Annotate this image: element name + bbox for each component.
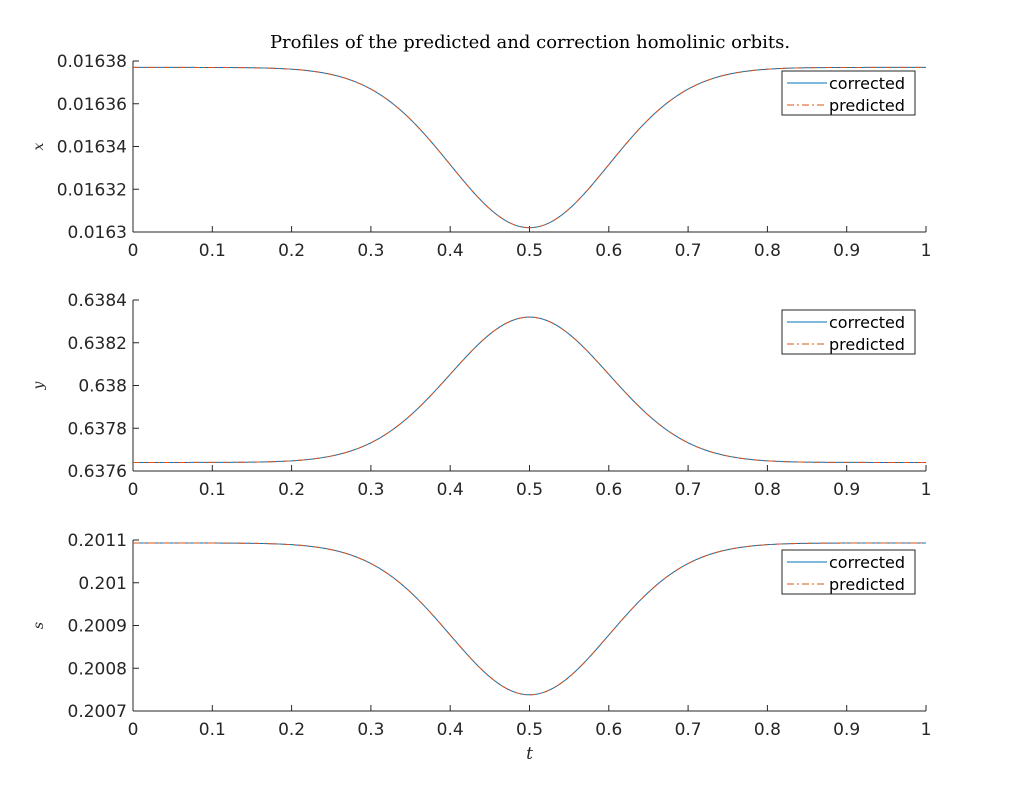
x-tick-label: 0	[128, 480, 139, 500]
x-tick-label: 0.4	[437, 241, 464, 261]
x-tick-label: 0.2	[278, 480, 305, 500]
legend: corrected predicted	[781, 309, 916, 355]
y-tick-label: 0.2007	[68, 702, 127, 722]
x-tick-label: 0.3	[357, 480, 384, 500]
x-tick-label: 1	[921, 720, 932, 740]
x-axis-label: t	[526, 744, 533, 764]
legend-label-predicted: predicted	[829, 335, 905, 354]
x-tick-label: 0.5	[516, 720, 543, 740]
legend-box	[781, 309, 916, 355]
x-tick-label: 0.9	[833, 720, 860, 740]
panel-x: 0 0.1 0.2 0.3 0.4 0.5 0.6 0.7 0.8 0.9 1 0.0163 0.016…	[31, 52, 931, 261]
panel-y: 0 0.1 0.2 0.3 0.4 0.5 0.6 0.7 0.8 0.9 1 0.6376 0.637…	[31, 291, 931, 500]
panel-s: 0 0.1 0.2 0.3 0.4 0.5 0.6 0.7 0.8 0.9 1 0.2007 0.200…	[31, 531, 931, 764]
legend-label-corrected: corrected	[829, 553, 905, 572]
x-tick-label: 0	[128, 241, 139, 261]
x-tick-label: 0.8	[754, 480, 781, 500]
y-tick-label: 0.2008	[68, 659, 127, 679]
y-tick-label: 0.6382	[68, 334, 127, 354]
y-tick-label: 0.201	[78, 574, 127, 594]
y-tick-label: 0.01632	[57, 180, 127, 200]
x-tick-label: 0.7	[675, 480, 702, 500]
x-tick-label: 0.1	[199, 720, 226, 740]
y-tick-label: 0.6384	[68, 291, 127, 311]
x-tick-label: 0.8	[754, 720, 781, 740]
legend-label-corrected: corrected	[829, 313, 905, 332]
x-tick-label: 0.5	[516, 241, 543, 261]
y-tick-label: 0.638	[78, 377, 127, 397]
y-axis-label: x	[31, 142, 47, 150]
x-tick-label: 0	[128, 720, 139, 740]
x-tick-label: 0.3	[357, 720, 384, 740]
x-tick-label: 0.1	[199, 241, 226, 261]
legend: corrected predicted	[781, 70, 916, 116]
legend-label-corrected: corrected	[829, 74, 905, 93]
x-tick-label: 0.1	[199, 480, 226, 500]
x-tick-label: 0.3	[357, 241, 384, 261]
legend-label-predicted: predicted	[829, 96, 905, 115]
y-tick-label: 0.2011	[68, 531, 127, 551]
x-tick-label: 0.6	[595, 241, 622, 261]
x-tick-label: 1	[921, 480, 932, 500]
x-tick-label: 0.6	[595, 480, 622, 500]
legend-box	[781, 70, 916, 116]
x-tick-label: 0.6	[595, 720, 622, 740]
y-axis-label: y	[31, 380, 47, 390]
chart-title: Profiles of the predicted and correction…	[270, 32, 790, 53]
legend: corrected predicted	[781, 549, 916, 595]
x-tick-label: 0.2	[278, 241, 305, 261]
x-tick-label: 0.9	[833, 241, 860, 261]
legend-box	[781, 549, 916, 595]
y-tick-label: 0.6378	[68, 419, 127, 439]
x-tick-label: 0.5	[516, 480, 543, 500]
y-tick-label: 0.2009	[68, 617, 127, 637]
y-tick-label: 0.0163	[68, 223, 127, 243]
x-tick-label: 0.7	[675, 241, 702, 261]
x-tick-label: 0.7	[675, 720, 702, 740]
series-line-predicted	[133, 542, 926, 696]
y-tick-label: 0.6376	[68, 462, 127, 482]
series-line-predicted	[133, 316, 926, 463]
x-tick-label: 0.4	[437, 480, 464, 500]
y-axis-label: s	[31, 622, 47, 629]
x-tick-label: 0.8	[754, 241, 781, 261]
x-tick-label: 1	[921, 241, 932, 261]
series-line-predicted	[133, 66, 926, 229]
y-tick-label: 0.01638	[57, 52, 127, 72]
legend-label-predicted: predicted	[829, 575, 905, 594]
y-tick-label: 0.01636	[57, 95, 127, 115]
x-tick-label: 0.2	[278, 720, 305, 740]
y-tick-label: 0.01634	[57, 138, 127, 158]
x-tick-label: 0.9	[833, 480, 860, 500]
x-tick-label: 0.4	[437, 720, 464, 740]
